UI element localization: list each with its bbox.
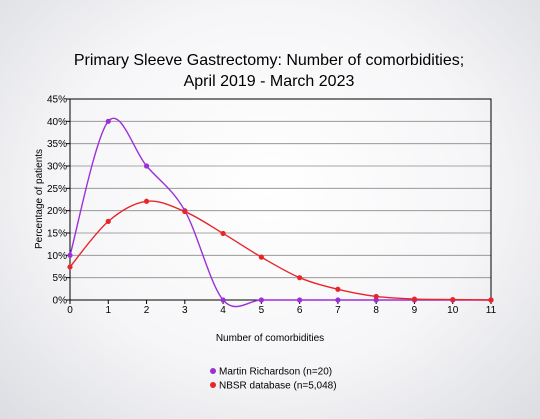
legend-item: NBSR database (n=5,048) [210, 381, 337, 392]
y-tick-label: 40% [47, 117, 67, 128]
x-axis-label: Number of comorbidities [216, 333, 324, 344]
x-tick-label: 2 [144, 305, 150, 316]
x-tick-label: 11 [486, 305, 497, 316]
y-tick-label: 20% [47, 206, 67, 217]
y-axis-ticks: 0% 5% 10% 15% 20% 25% 30% 35% 40% 45% [47, 95, 70, 307]
data-point [143, 163, 150, 169]
x-tick-label: 6 [297, 305, 303, 316]
y-tick-label: 30% [47, 162, 67, 173]
data-point [297, 275, 303, 281]
series-1 [67, 117, 494, 308]
data-point [67, 264, 73, 270]
series-line [69, 117, 491, 308]
data-point [297, 297, 303, 303]
data-point [67, 252, 73, 258]
chart-title-line-1: Primary Sleeve Gastrectomy: Number of co… [74, 52, 464, 69]
x-tick-label: 0 [67, 305, 73, 316]
data-point [105, 218, 111, 224]
y-axis-label: Percentage of patients [34, 149, 45, 249]
gridlines [70, 98, 491, 301]
legend-marker [210, 368, 216, 374]
x-tick-label: 8 [373, 305, 379, 316]
series-2 [67, 198, 494, 303]
legend-item: Martin Richardson (n=20) [210, 367, 332, 378]
x-tick-label: 7 [335, 305, 341, 316]
data-point [143, 198, 150, 204]
y-tick-label: 0% [53, 296, 68, 307]
x-tick-label: 9 [412, 305, 418, 316]
x-tick-label: 4 [220, 305, 226, 316]
data-point [220, 230, 226, 237]
data-point [373, 293, 379, 300]
data-point [411, 296, 418, 302]
data-point [258, 254, 264, 260]
x-tick-label: 1 [105, 305, 111, 316]
y-tick-label: 45% [47, 95, 67, 106]
data-point [258, 297, 264, 303]
chart-title-line-2: April 2019 - March 2023 [184, 73, 355, 90]
data-point [105, 118, 111, 124]
data-point [335, 297, 341, 303]
data-point [220, 297, 226, 303]
y-tick-label: 15% [47, 229, 67, 240]
data-point [488, 297, 494, 303]
data-point [450, 296, 456, 303]
y-tick-label: 10% [47, 251, 67, 262]
data-point [182, 208, 188, 215]
legend-marker [210, 382, 216, 388]
x-axis-ticks: 0 1 2 3 4 5 6 7 8 9 10 11 [67, 300, 497, 316]
x-tick-label: 3 [182, 305, 188, 316]
y-tick-label: 25% [47, 184, 67, 195]
y-tick-label: 35% [47, 139, 67, 150]
x-tick-label: 10 [447, 305, 459, 316]
plot-area [69, 98, 492, 301]
series-line [69, 200, 492, 301]
legend-label: NBSR database (n=5,048) [219, 381, 337, 392]
legend-label: Martin Richardson (n=20) [219, 367, 332, 378]
data-point [373, 297, 379, 303]
data-point [335, 286, 341, 292]
x-tick-label: 5 [259, 305, 265, 316]
series [67, 117, 494, 308]
legend: Martin Richardson (n=20) NBSR database (n… [210, 367, 337, 392]
y-tick-label: 5% [53, 273, 68, 284]
